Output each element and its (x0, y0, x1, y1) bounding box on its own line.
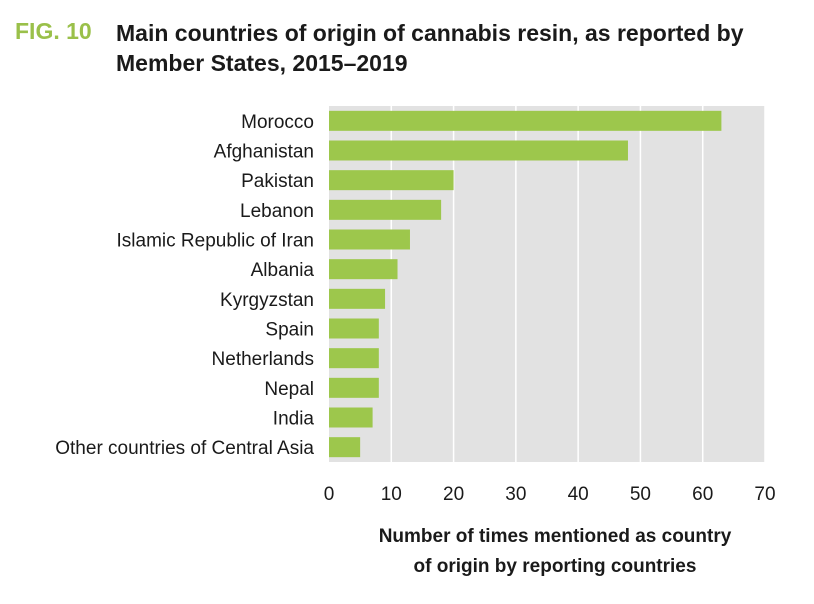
bar-5 (329, 259, 398, 280)
bar-4 (329, 229, 410, 250)
category-label-3: Lebanon (240, 201, 314, 222)
x-tick-50: 50 (630, 484, 651, 505)
bar-10 (329, 407, 373, 428)
x-tick-10: 10 (381, 484, 402, 505)
x-axis-title-line-2: of origin by reporting countries (413, 556, 697, 577)
x-tick-60: 60 (692, 484, 713, 505)
category-label-11: Other countries of Central Asia (55, 438, 314, 459)
plot-area (329, 106, 765, 462)
bar-1 (329, 140, 628, 161)
bars (329, 110, 722, 458)
category-labels: Morocco Afghanistan Pakistan Lebanon Islamic… (55, 112, 314, 459)
bar-6 (329, 288, 386, 309)
x-axis-title: Number of times mentioned as country of … (330, 522, 780, 582)
bar-7 (329, 318, 379, 339)
bar-11 (329, 437, 361, 458)
bar-3 (329, 199, 442, 220)
category-label-5: Albania (251, 260, 315, 281)
category-label-7: Spain (265, 320, 314, 341)
bar-8 (329, 348, 379, 369)
x-tick-20: 20 (443, 484, 464, 505)
x-tick-70: 70 (754, 484, 775, 505)
gridlines (390, 106, 766, 462)
x-tick-labels: 0 10 20 30 40 50 60 70 (324, 484, 776, 505)
category-label-4: Islamic Republic of Iran (117, 231, 314, 252)
category-label-2: Pakistan (241, 171, 314, 192)
chart-title: Main countries of origin of cannabis res… (116, 18, 796, 78)
category-label-8: Netherlands (212, 349, 314, 370)
figure-number: FIG. 10 (15, 18, 92, 44)
category-label-10: India (273, 409, 315, 430)
bar-9 (329, 377, 379, 398)
bar-0 (329, 110, 722, 131)
x-tick-30: 30 (505, 484, 526, 505)
x-tick-0: 0 (324, 484, 335, 505)
chart-title-line-2: Member States, 2015–2019 (116, 50, 408, 76)
category-label-6: Kyrgyzstan (220, 290, 314, 311)
x-tick-40: 40 (568, 484, 589, 505)
category-label-1: Afghanistan (214, 142, 314, 163)
category-label-9: Nepal (264, 379, 314, 400)
bar-2 (329, 170, 454, 191)
category-label-0: Morocco (241, 112, 314, 133)
chart-title-line-1: Main countries of origin of cannabis res… (116, 20, 744, 46)
x-axis-title-line-1: Number of times mentioned as country (378, 526, 732, 547)
